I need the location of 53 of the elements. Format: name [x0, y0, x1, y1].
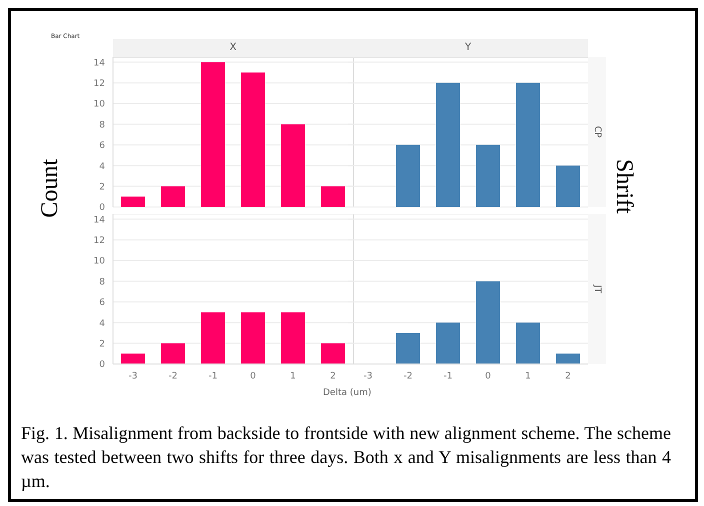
y-tick-label: 0	[99, 360, 106, 370]
bar	[121, 354, 145, 364]
bar	[556, 354, 580, 364]
bar	[321, 186, 345, 207]
x-tick-label: -3	[128, 371, 138, 382]
caption: Fig. 1. Misalignment from backside to frontside with new alignment scheme. The scheme was tested between two shifts for three days. Both x and Y misalignments are less than 4 µm.	[21, 422, 671, 493]
x-tick-label: 0	[250, 371, 256, 382]
x-tick-label: -2	[168, 371, 178, 382]
x-tick-label: 1	[525, 371, 531, 382]
y-tick-label: 4	[99, 162, 106, 172]
chart-title: X	[113, 39, 353, 58]
x-tick-label: 1	[290, 371, 296, 382]
y-tick-label: 2	[99, 340, 105, 350]
bar	[281, 312, 305, 364]
x-tick-label: -2	[404, 371, 412, 382]
x-tick-label: 2	[565, 371, 571, 382]
bar	[241, 312, 265, 364]
x-tick-label: -1	[444, 371, 452, 382]
y2-axis-title: JT	[592, 284, 602, 294]
bar	[201, 62, 225, 207]
y-tick-label: 2	[99, 182, 105, 193]
x-axis-title: Delta (um)	[323, 388, 372, 398]
bar	[321, 343, 345, 364]
y-tick-label: 8	[99, 120, 106, 130]
y2-axis-title: CP	[592, 126, 602, 138]
bar	[281, 124, 305, 207]
y-tick-label: 12	[94, 236, 105, 246]
x-tick-label: -1	[208, 371, 218, 382]
y-tick-label: 10	[94, 100, 106, 110]
x-tick-label: 0	[485, 371, 492, 382]
y-tick-label: 6	[99, 298, 106, 308]
y-tick-label: 10	[94, 256, 106, 267]
bar	[161, 186, 185, 207]
y-tick-label: 4	[99, 318, 106, 329]
x-tick-label: 2	[330, 371, 336, 382]
y-axis-title: Count	[37, 159, 64, 218]
bar	[241, 72, 265, 207]
x-tick-label: -3	[364, 371, 372, 382]
bar	[201, 312, 225, 364]
bar	[476, 281, 500, 364]
bar	[396, 332, 420, 364]
bar	[516, 322, 540, 364]
y-tick-label: 14	[94, 58, 106, 68]
y-tick-label: 14	[94, 215, 106, 226]
text: Shrift	[610, 159, 637, 214]
bar	[121, 196, 145, 207]
bar	[161, 343, 185, 364]
y-tick-label: 8	[99, 277, 106, 288]
chart-title: Y	[348, 39, 588, 58]
y-tick-label: 12	[94, 79, 105, 90]
y-tick-label: 0	[99, 203, 106, 214]
y-tick-label: 6	[99, 141, 106, 152]
bar	[436, 322, 460, 364]
